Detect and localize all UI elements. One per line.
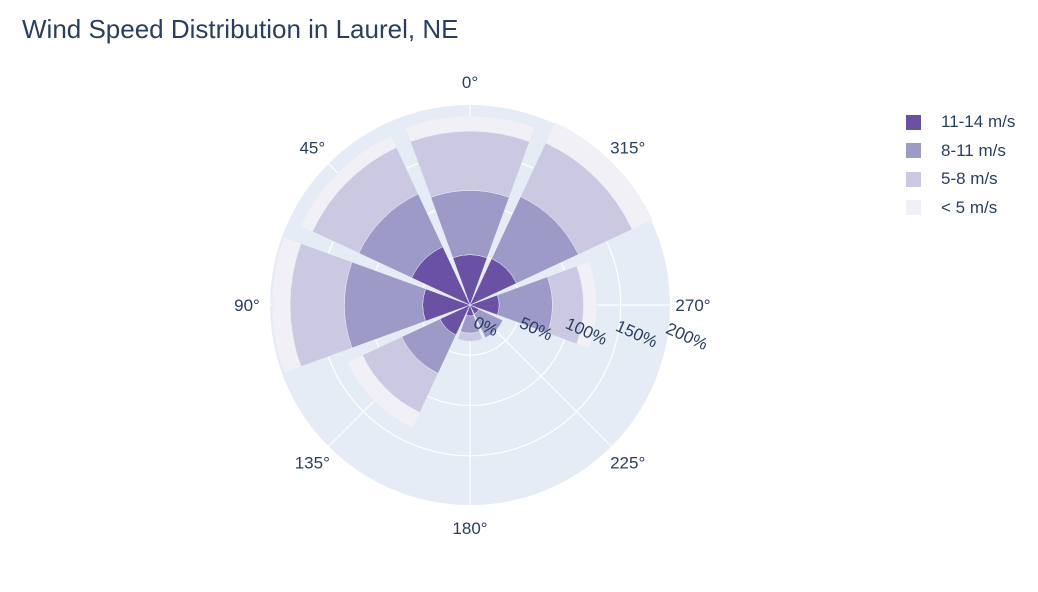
radial-tick-label: 200%	[663, 319, 710, 354]
legend-item[interactable]: 5-8 m/s	[906, 165, 1015, 194]
angular-tick-label: 45°	[299, 138, 325, 157]
wind-bar[interactable]	[289, 243, 353, 367]
wind-bar[interactable]	[545, 122, 653, 230]
wind-bar[interactable]	[457, 331, 483, 342]
angular-tick-label: 135°	[295, 454, 330, 473]
legend-item[interactable]: 11-14 m/s	[906, 108, 1015, 137]
chart-title: Wind Speed Distribution in Laurel, NE	[22, 14, 459, 44]
legend: 11-14 m/s 8-11 m/s 5-8 m/s < 5 m/s	[906, 108, 1015, 222]
angular-tick-labels: 0° 45° 90° 135° 180° 225° 270° 315°	[234, 73, 710, 538]
legend-label: 11-14 m/s	[941, 112, 1016, 132]
legend-swatch	[906, 143, 921, 159]
legend-item[interactable]: < 5 m/s	[906, 194, 1015, 223]
legend-swatch	[906, 114, 921, 130]
legend-label: 5-8 m/s	[941, 169, 998, 189]
polar-outer-ring	[268, 103, 672, 507]
wind-bar[interactable]	[405, 115, 535, 142]
angular-tick-label: 0°	[462, 73, 478, 92]
legend-item[interactable]: 8-11 m/s	[906, 137, 1015, 166]
legend-label: < 5 m/s	[941, 197, 998, 217]
angular-tick-label: 270°	[675, 296, 710, 315]
wind-bar[interactable]	[473, 308, 504, 339]
legend-label: 8-11 m/s	[941, 140, 1006, 160]
wind-bar[interactable]	[300, 135, 397, 232]
wind-bar[interactable]	[271, 236, 302, 374]
legend-swatch	[906, 171, 921, 187]
angular-tick-label: 315°	[610, 138, 645, 157]
legend-swatch	[906, 200, 921, 216]
angular-tick-label: 180°	[452, 519, 487, 538]
wind-bar[interactable]	[576, 261, 597, 349]
polar-bars	[271, 115, 653, 429]
wind-bar[interactable]	[410, 130, 530, 198]
wind-bar[interactable]	[346, 354, 421, 429]
angular-tick-label: 225°	[610, 454, 645, 473]
angular-tick-label: 90°	[234, 296, 260, 315]
